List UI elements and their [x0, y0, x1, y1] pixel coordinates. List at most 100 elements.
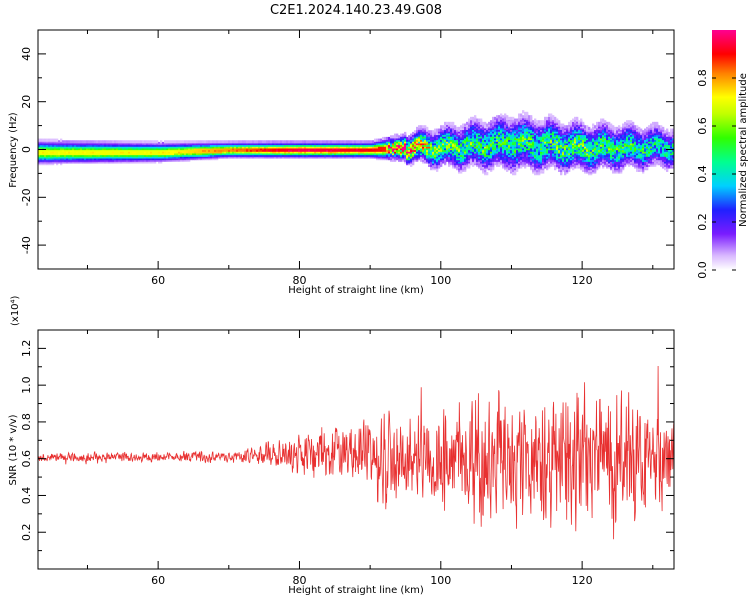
heatmap-cell — [330, 153, 333, 157]
heatmap-cell — [436, 128, 439, 132]
heatmap-cell — [474, 150, 477, 154]
heatmap-cell — [228, 143, 231, 147]
heatmap-cell — [184, 141, 187, 146]
heatmap-cell — [108, 140, 111, 144]
heatmap-cell — [82, 143, 85, 147]
heatmap-cell — [568, 131, 571, 136]
heatmap-cell — [116, 143, 119, 147]
heatmap-cell — [246, 141, 249, 146]
heatmap-cell — [198, 150, 201, 154]
heatmap-cell — [94, 160, 97, 164]
heatmap-cell — [458, 148, 461, 152]
heatmap-cell — [204, 155, 207, 159]
heatmap-cell — [298, 148, 301, 152]
heatmap-cell — [470, 116, 473, 121]
heatmap-cell — [140, 158, 143, 162]
heatmap-cell — [594, 143, 597, 147]
heatmap-cell — [484, 163, 487, 167]
heatmap-cell — [548, 135, 551, 139]
heatmap-cell — [274, 150, 277, 154]
heatmap-cell — [536, 140, 539, 144]
heatmap-cell — [496, 146, 499, 151]
heatmap-cell — [546, 158, 549, 162]
heatmap-cell — [512, 131, 515, 136]
heatmap-cell — [478, 155, 481, 159]
heatmap-cell — [218, 141, 221, 146]
heatmap-cell — [538, 167, 541, 171]
heatmap-cell — [462, 156, 465, 161]
heatmap-cell — [270, 140, 273, 144]
heatmap-cell — [414, 145, 417, 149]
heatmap-cell — [588, 165, 591, 169]
heatmap-cell — [110, 150, 113, 154]
heatmap-cell — [268, 146, 271, 151]
heatmap-cell — [346, 143, 349, 147]
heatmap-cell — [330, 151, 333, 156]
heatmap-cell — [380, 141, 383, 146]
heatmap-cell — [612, 168, 615, 172]
heatmap-cell — [492, 133, 495, 137]
heatmap-cell — [318, 150, 321, 154]
heatmap-cell — [590, 167, 593, 171]
heatmap-cell — [608, 153, 611, 157]
heatmap-cell — [450, 151, 453, 156]
heatmap-cell — [76, 158, 79, 162]
heatmap-cell — [176, 141, 179, 146]
heatmap-cell — [102, 145, 105, 149]
heatmap-cell — [126, 160, 129, 164]
heatmap-cell — [80, 146, 83, 151]
heatmap-cell — [516, 153, 519, 157]
heatmap-cell — [480, 165, 483, 169]
heatmap-cell — [250, 140, 253, 144]
heatmap-cell — [354, 146, 357, 151]
heatmap-cell — [500, 145, 503, 149]
heatmap-cell — [570, 120, 573, 124]
heatmap-cell — [48, 156, 51, 161]
heatmap-cell — [476, 150, 479, 154]
heatmap-cell — [404, 155, 407, 159]
heatmap-cell — [470, 120, 473, 124]
heatmap-cell — [552, 131, 555, 136]
heatmap-cell — [78, 156, 81, 161]
heatmap-cell — [376, 155, 379, 159]
heatmap-cell — [532, 133, 535, 137]
heatmap-cell — [88, 148, 91, 152]
heatmap-cell — [574, 123, 577, 127]
heatmap-cell — [284, 141, 287, 146]
heatmap-cell — [168, 150, 171, 154]
heatmap-cell — [404, 138, 407, 142]
heatmap-cell — [448, 148, 451, 152]
heatmap-cell — [92, 158, 95, 162]
heatmap-cell — [424, 143, 427, 147]
heatmap-cell — [42, 155, 45, 159]
heatmap-cell — [40, 150, 43, 154]
heatmap-cell — [554, 135, 557, 139]
heatmap-cell — [526, 146, 529, 151]
heatmap-cell — [138, 151, 141, 156]
heatmap-cell — [512, 135, 515, 139]
heatmap-cell — [404, 150, 407, 154]
heatmap-cell — [464, 163, 467, 167]
heatmap-cell — [146, 143, 149, 147]
heatmap-cell — [466, 135, 469, 139]
heatmap-cell — [578, 140, 581, 144]
heatmap-cell — [216, 140, 219, 144]
heatmap-cell — [494, 155, 497, 159]
heatmap-cell — [136, 150, 139, 154]
heatmap-cell — [596, 131, 599, 136]
heatmap-cell — [498, 128, 501, 132]
heatmap-cell — [546, 136, 549, 141]
heatmap-cell — [176, 140, 179, 144]
heatmap-cell — [462, 145, 465, 149]
heatmap-cell — [434, 146, 437, 151]
heatmap-cell — [470, 125, 473, 129]
heatmap-cell — [586, 158, 589, 162]
heatmap-cell — [598, 163, 601, 167]
heatmap-cell — [416, 138, 419, 142]
heatmap-cell — [562, 135, 565, 139]
heatmap-cell — [214, 145, 217, 149]
heatmap-cell — [536, 133, 539, 137]
heatmap-cell — [448, 131, 451, 136]
heatmap-cell — [184, 153, 187, 157]
heatmap-cell — [518, 131, 521, 136]
